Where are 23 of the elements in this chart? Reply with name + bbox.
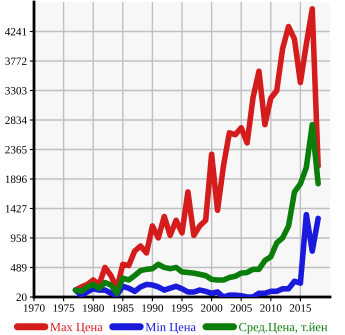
x-tick-label: 1990 xyxy=(142,304,164,312)
x-tick-label: 2000 xyxy=(200,304,222,312)
y-tick-label: 4241 xyxy=(5,28,26,36)
x-tick-label: 2010 xyxy=(260,304,282,312)
x-tick-label: 2015 xyxy=(290,304,312,312)
y-tick-label: 2834 xyxy=(5,116,27,124)
y-tick-label: 2365 xyxy=(5,146,27,154)
x-tick-label: 1980 xyxy=(83,304,104,312)
y-tick-label: 1896 xyxy=(6,175,27,183)
legend-label: Min Цена xyxy=(146,322,196,334)
x-tick-label: 1985 xyxy=(112,304,134,312)
x-tick-label: 1975 xyxy=(53,304,74,312)
x-tick-label: 1995 xyxy=(172,304,193,312)
legend-label: Max Цена xyxy=(50,322,103,334)
x-tick-label: 2005 xyxy=(230,304,252,312)
y-tick-label: 489 xyxy=(10,264,27,272)
y-tick-label: 20 xyxy=(16,293,27,301)
y-tick-label: 1427 xyxy=(6,204,27,212)
x-tick-label: 1970 xyxy=(24,304,45,312)
y-tick-label: 958 xyxy=(10,234,27,242)
y-tick-label: 3772 xyxy=(5,57,26,65)
legend-label: Сред.Цена, т.йен xyxy=(239,322,328,334)
y-tick-label: 3303 xyxy=(5,86,27,94)
